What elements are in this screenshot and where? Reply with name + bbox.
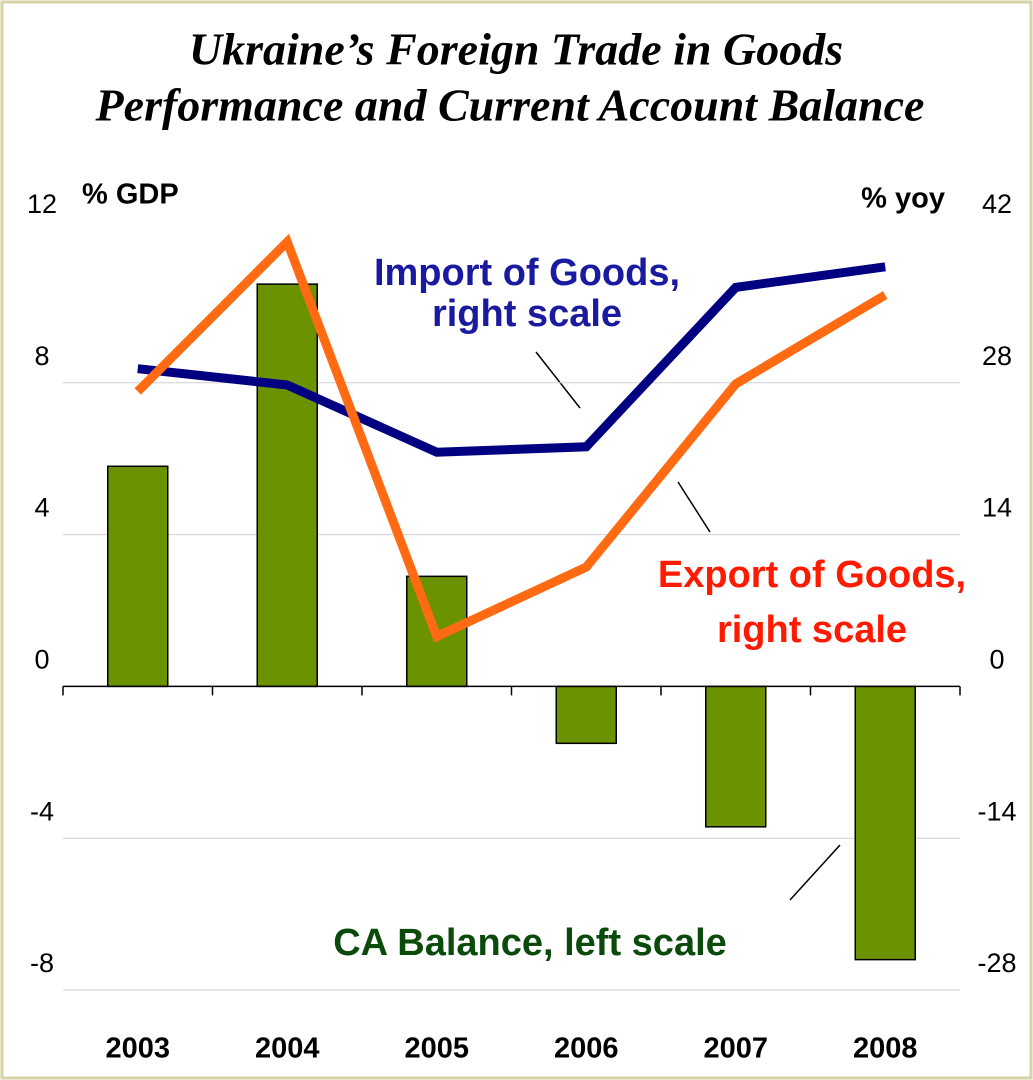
chart-title: Ukraine’s Foreign Trade in Goods [189,24,843,75]
x-tick-label: 2005 [404,1033,469,1065]
y2-tick-label: 0 [989,645,1004,675]
y2-axis-label: % yoy [861,183,945,215]
y-tick-label: 8 [34,341,49,371]
bar [555,685,617,745]
y-tick-label: 12 [27,189,57,219]
y2-tick-label: -28 [977,948,1016,978]
y-axis-label: % GDP [82,179,179,211]
series-label: right scale [432,293,622,335]
series-label: Import of Goods, [374,252,680,294]
leader-lines [535,351,841,901]
line [137,262,886,457]
y2-tick-label: -14 [977,796,1016,826]
x-tick-label: 2007 [703,1033,768,1065]
y-tick-label: -4 [30,796,54,826]
y-tick-label: -8 [30,948,54,978]
leader-line [677,481,711,533]
x-tick-label: 2004 [255,1033,320,1065]
bar [854,685,916,961]
y2-tick-label: 28 [982,341,1012,371]
x-tick-label: 2008 [853,1033,918,1065]
series-label: CA Balance, left scale [333,922,727,964]
x-tick-label: 2006 [554,1033,619,1065]
series-label: right scale [717,609,907,651]
y-tick-label: 4 [34,493,49,523]
line [134,233,888,643]
y2-tick-label: 14 [982,493,1012,523]
x-tick-label: 2003 [105,1033,170,1065]
y-tick-label: 0 [34,645,49,675]
bar [256,283,318,688]
series-label: Export of Goods, [658,554,966,596]
y2-tick-label: 42 [982,189,1012,219]
leader-line [535,351,581,409]
chart-title: Performance and Current Account Balance [95,80,925,131]
leader-line [789,844,841,901]
bar [705,685,767,828]
bar [107,465,169,688]
